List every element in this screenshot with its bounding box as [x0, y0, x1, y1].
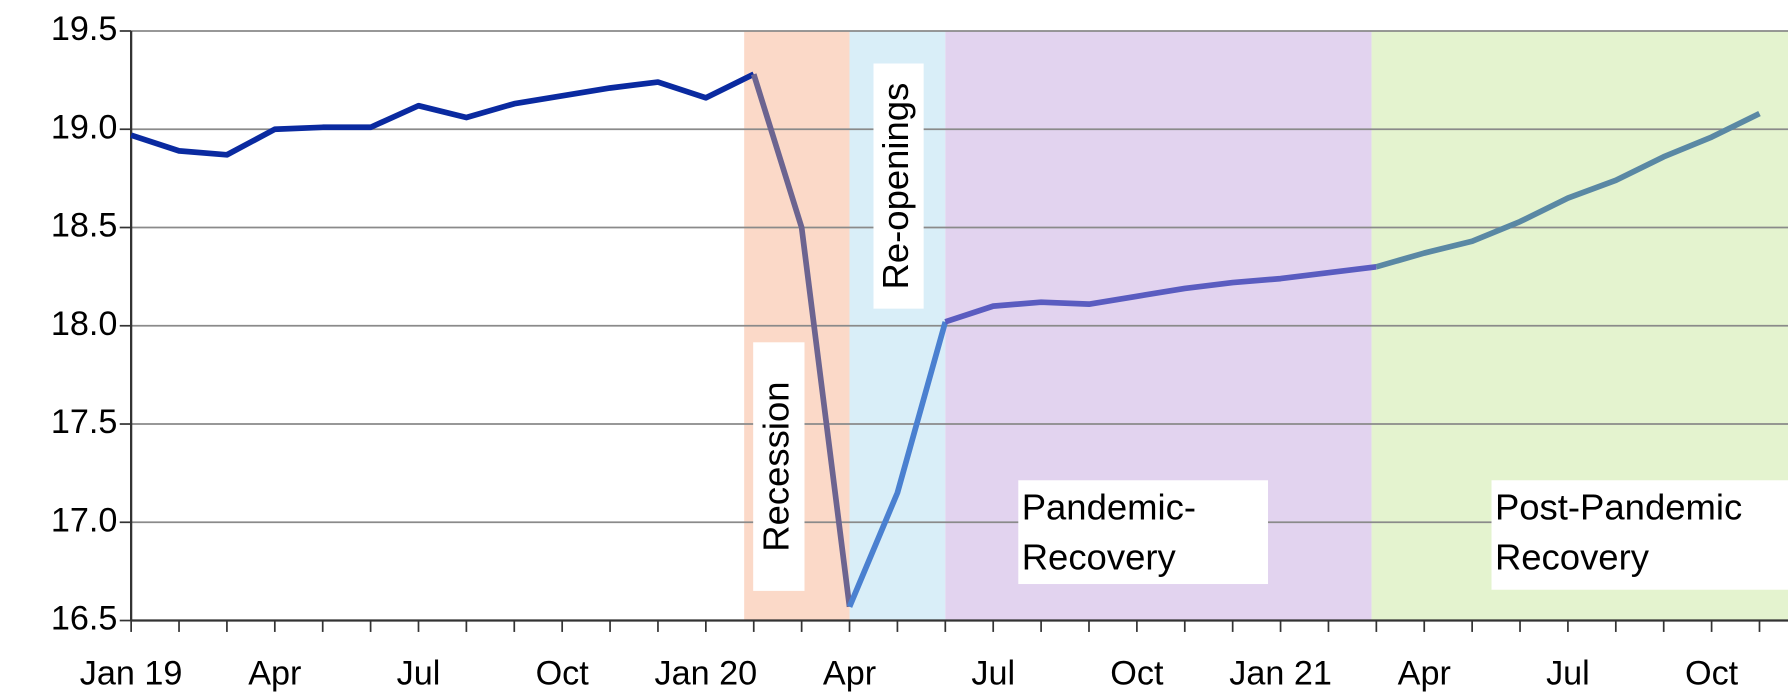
- line-series: [130, 71, 756, 158]
- x-tick-label: Jan 20: [655, 654, 758, 692]
- period-label-box: [873, 63, 924, 309]
- x-tick-label: Jan 19: [80, 654, 183, 692]
- period-label: Pandemic-: [1022, 487, 1196, 528]
- period-label: Recovery: [1022, 537, 1177, 578]
- x-tick-label: Jul: [1546, 654, 1590, 692]
- period-label-box: [753, 342, 805, 591]
- x-tick-label: Oct: [1110, 654, 1164, 692]
- y-tick-label: 19.5: [51, 10, 118, 48]
- y-tick-label: 18.0: [51, 305, 118, 343]
- period-label-box: [1018, 480, 1269, 585]
- x-tick-label: Apr: [248, 654, 301, 692]
- y-tick-label: 17.5: [51, 403, 118, 441]
- period-label: Post-Pandemic: [1495, 487, 1742, 528]
- x-tick-label: Oct: [536, 654, 590, 692]
- line-series: [751, 73, 853, 608]
- line-series: [944, 263, 1377, 325]
- y-tick-label: 17.0: [51, 501, 118, 539]
- period-label-box: [1491, 480, 1788, 590]
- x-tick-label: Oct: [1685, 654, 1739, 692]
- y-tick-label: 18.5: [51, 207, 118, 245]
- x-tick-label: Jul: [971, 654, 1015, 692]
- x-tick-label: Jul: [397, 654, 441, 692]
- period-label: Recession: [755, 381, 796, 551]
- x-tick-label: Jan 21: [1229, 654, 1332, 692]
- period-label: Re-openings: [875, 83, 916, 290]
- line-series: [846, 321, 949, 608]
- period-label: Recovery: [1495, 537, 1650, 578]
- line-series: [1375, 110, 1761, 270]
- y-tick-label: 16.5: [51, 600, 118, 638]
- x-tick-label: Apr: [1398, 654, 1451, 692]
- x-tick-label: Apr: [823, 654, 876, 692]
- y-tick-label: 19.0: [51, 108, 118, 146]
